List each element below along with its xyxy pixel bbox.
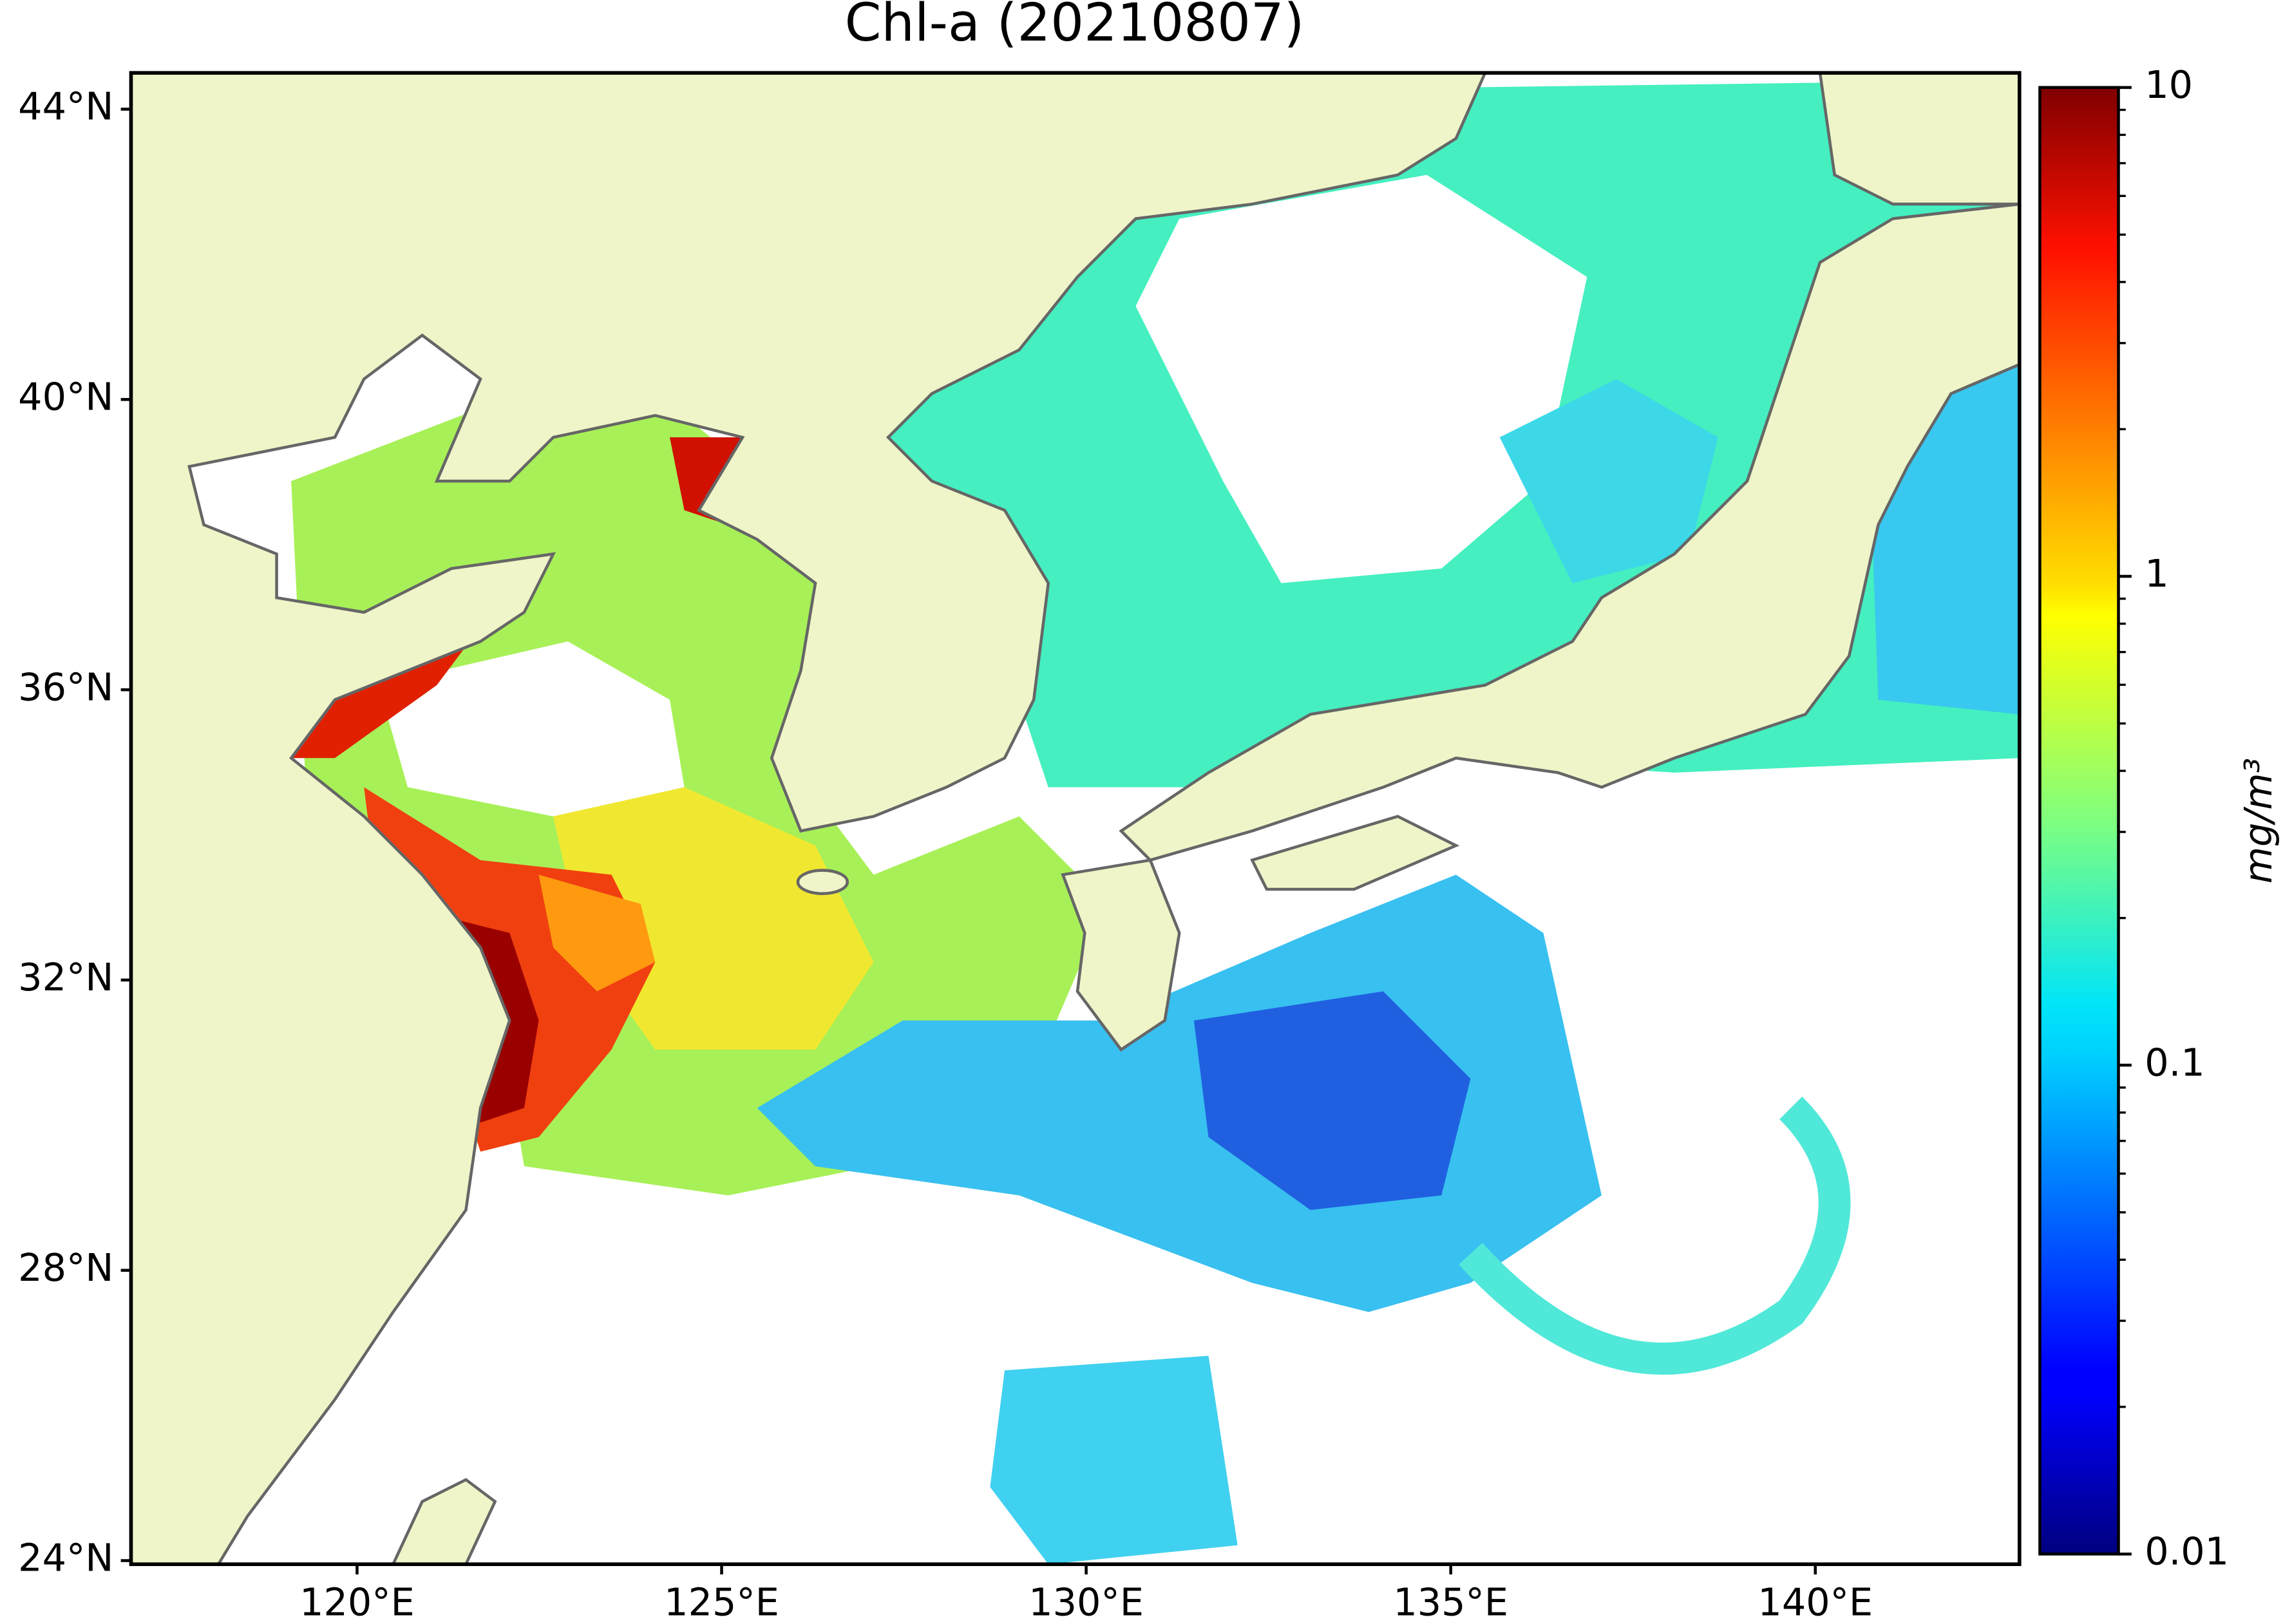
- x-tick-label: 130°E: [1028, 1580, 1144, 1624]
- title: Chl-a (20210807): [845, 0, 1305, 53]
- land: [1119, 202, 2020, 862]
- x-tick-label: 135°E: [1393, 1580, 1508, 1624]
- chl-patch: [1193, 991, 1471, 1211]
- chl-patch: [538, 874, 656, 992]
- land: [391, 1478, 497, 1565]
- x-tick-label: 140°E: [1757, 1580, 1873, 1624]
- y-tick-label: 24°N: [18, 1536, 113, 1580]
- land: [131, 73, 1487, 1565]
- y-tick-label: 32°N: [18, 955, 113, 999]
- cloud-patch: [378, 641, 685, 817]
- chl-patch: [1459, 1096, 1851, 1375]
- land: [1061, 858, 1181, 1052]
- colorbar-tick-label: 0.1: [2145, 1040, 2204, 1084]
- colorbar: [2040, 87, 2119, 1554]
- chl-patch: [1499, 379, 1718, 583]
- cloud-patch: [1135, 175, 1587, 583]
- y-tick-label: 40°N: [18, 374, 113, 419]
- colorbar-frame: [2038, 86, 2120, 1556]
- y-tick-label: 28°N: [18, 1245, 113, 1290]
- colorbar-tick-label: 0.01: [2145, 1529, 2229, 1573]
- chl-patch: [757, 874, 1602, 1312]
- colorbar-tick-label: 1: [2145, 551, 2168, 596]
- map-frame: [129, 71, 2022, 1567]
- land: [1818, 73, 2020, 206]
- x-tick-label: 120°E: [299, 1580, 415, 1624]
- y-tick-label: 44°N: [18, 84, 113, 129]
- colorbar-label: mg/m³: [2236, 758, 2280, 883]
- land: [1250, 815, 1460, 891]
- y-tick-label: 36°N: [18, 665, 113, 709]
- chl-patch: [990, 1355, 1238, 1565]
- map: [131, 73, 2020, 1565]
- colorbar-tick-label: 10: [2145, 62, 2193, 107]
- x-tick-label: 125°E: [664, 1580, 779, 1624]
- land: [796, 869, 849, 896]
